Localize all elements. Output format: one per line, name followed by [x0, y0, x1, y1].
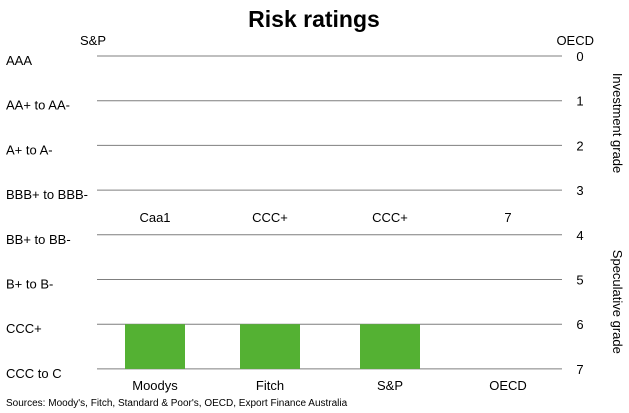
right-tick-label: 7 — [576, 362, 583, 377]
bar — [240, 324, 300, 369]
grade-group-label: Investment grade — [610, 73, 625, 173]
left-tick-label: CCC to C — [6, 366, 62, 381]
value-labels: Caa1 CCC+ CCC+ 7 — [139, 210, 511, 225]
right-tick-label: 2 — [576, 138, 583, 153]
left-axis-ticks: AAA AA+ to AA- A+ to A- BBB+ to BBB- BB+ to … — [6, 53, 88, 381]
category-label: Moodys — [132, 378, 178, 393]
right-tick-label: 0 — [576, 49, 583, 64]
left-tick-label: AA+ to AA- — [6, 98, 70, 113]
category-label: Fitch — [256, 378, 284, 393]
right-tick-label: 4 — [576, 228, 583, 243]
left-tick-label: A+ to A- — [6, 142, 53, 157]
left-tick-label: B+ to B- — [6, 277, 53, 292]
bars — [125, 324, 420, 369]
right-axis-title: OECD — [556, 33, 594, 48]
right-tick-label: 3 — [576, 183, 583, 198]
right-tick-label: 6 — [576, 317, 583, 332]
left-tick-label: BB+ to BB- — [6, 232, 71, 247]
bar — [125, 324, 185, 369]
right-tick-label: 5 — [576, 273, 583, 288]
category-label: S&P — [377, 378, 403, 393]
category-label: OECD — [489, 378, 527, 393]
grade-groups: Investment grade Speculative grade — [610, 73, 625, 354]
category-labels: Moodys Fitch S&P OECD — [132, 378, 527, 393]
value-label: 7 — [504, 210, 511, 225]
right-tick-label: 1 — [576, 94, 583, 109]
left-tick-label: CCC+ — [6, 321, 42, 336]
left-tick-label: BBB+ to BBB- — [6, 187, 88, 202]
value-label: CCC+ — [372, 210, 408, 225]
value-label: Caa1 — [139, 210, 170, 225]
source-note: Sources: Moody's, Fitch, Standard & Poor… — [6, 398, 348, 409]
bar — [360, 324, 420, 369]
grade-group-label: Speculative grade — [610, 250, 625, 354]
value-label: CCC+ — [252, 210, 288, 225]
chart-title: Risk ratings — [248, 6, 380, 32]
left-tick-label: AAA — [6, 53, 32, 68]
right-axis-ticks: 0 1 2 3 4 5 6 7 — [576, 49, 583, 377]
left-axis-title: S&P — [80, 33, 106, 48]
